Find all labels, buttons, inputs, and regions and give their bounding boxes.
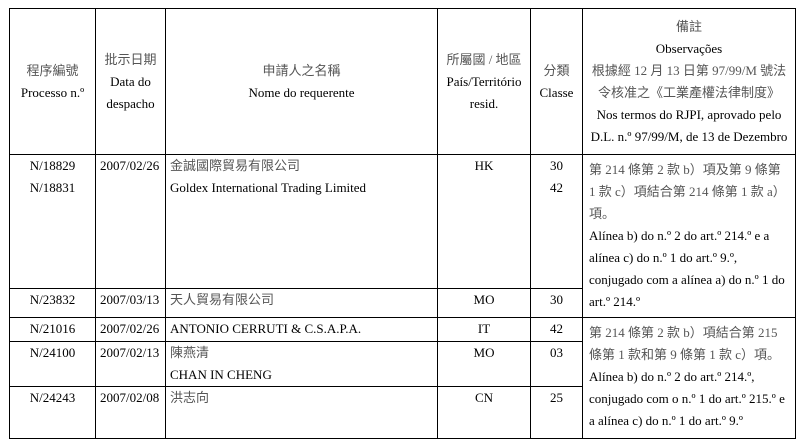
header-zh: 申請人之名稱 — [262, 62, 341, 78]
header-pais: 所屬國 / 地區 País/Território resid. — [437, 8, 531, 155]
processo-number: N/18829 — [29, 158, 76, 173]
table-row: N/24243 2007/02/08 洪志向 CN 25 — [9, 386, 796, 439]
name-cell: ANTONIO CERRUTI & C.S.A.P.A. — [165, 317, 438, 342]
class-value: 30 — [550, 158, 563, 173]
header-zh: 分類 — [543, 62, 570, 78]
date-cell: 2007/02/26 — [95, 154, 166, 289]
observation-pt: Alínea b) do n.º 2 do art.º 214.º e a al… — [589, 228, 785, 309]
header-pt: D.L. n.º 97/99/M, de 13 de Dezembro — [590, 128, 788, 144]
header-pt: resid. — [469, 95, 499, 111]
date-cell: 2007/02/13 — [95, 341, 166, 387]
header-zh: 令核准之《工業產權法律制度》 — [597, 84, 780, 100]
header-zh: 批示日期 — [104, 51, 157, 67]
header-obs: 備註 Observações 根據經 12 月 13 日第 97/99/M 號法… — [582, 8, 796, 155]
table-row: N/18829 N/18831 2007/02/26 金誠國際貿易有限公司 Gold… — [9, 154, 796, 318]
header-classe: 分類 Classe — [530, 8, 583, 155]
header-pt: Data do — [110, 73, 151, 89]
name-cell: 陳燕清 CHAN IN CHENG — [165, 341, 438, 387]
header-zh: 根據經 12 月 13 日第 97/99/M 號法 — [591, 62, 787, 78]
table-row: N/23832 2007/03/13 天人貿易有限公司 MO 30 — [9, 287, 796, 319]
processo-cell: N/24243 — [9, 386, 96, 439]
header-zh: 備註 — [675, 18, 702, 34]
header-row: 程序編號 Processo n.º 批示日期 Data do despacho 申請人… — [9, 8, 796, 155]
trademark-decisions-table: 程序編號 Processo n.º 批示日期 Data do despacho 申請人… — [9, 8, 796, 439]
header-pt: País/Território — [446, 73, 522, 89]
class-cell: 42 — [530, 317, 583, 342]
header-pt: Nome do requerente — [248, 84, 355, 100]
class-cell: 30 42 — [530, 154, 583, 289]
name-pt: Goldex International Trading Limited — [170, 180, 367, 195]
processo-cell: N/24100 — [9, 341, 96, 387]
name-cell: 天人貿易有限公司 — [165, 287, 438, 319]
country-cell: IT — [437, 317, 531, 342]
date-cell: 2007/03/13 — [95, 287, 166, 319]
header-pt: Nos termos do RJPI, aprovado pelo — [596, 106, 782, 122]
table-row: N/21016 2007/02/26 ANTONIO CERRUTI & C.S… — [9, 317, 796, 439]
country-cell: MO — [437, 341, 531, 387]
class-value: 42 — [550, 180, 563, 195]
country-cell: MO — [437, 287, 531, 319]
name-zh: 陳燕清 — [170, 345, 210, 360]
name-cell: 金誠國際貿易有限公司 Goldex International Trading L… — [165, 154, 438, 289]
header-pt: despacho — [106, 95, 155, 111]
date-cell: 2007/02/08 — [95, 386, 166, 439]
header-pt: Observações — [655, 40, 723, 56]
observation-pt: Alínea b) do n.º 2 do art.º 214.º, conju… — [589, 369, 785, 428]
name-pt: CHAN IN CHENG — [170, 367, 272, 382]
name-cell: 洪志向 — [165, 386, 438, 439]
table-row: N/24100 2007/02/13 陳燕清 CHAN IN CHENG MO 0… — [9, 341, 796, 387]
date-cell: 2007/02/26 — [95, 317, 166, 342]
header-nome: 申請人之名稱 Nome do requerente — [165, 8, 438, 155]
header-pt: Processo n.º — [20, 84, 85, 100]
observation-zh: 第 214 條第 2 款 b）項結合第 215 條第 1 款和第 9 條第 1 … — [589, 325, 781, 362]
class-cell: 25 — [530, 386, 583, 439]
header-processo: 程序編號 Processo n.º — [9, 8, 96, 155]
processo-cell: N/18829 N/18831 — [9, 154, 96, 289]
name-zh: 金誠國際貿易有限公司 — [170, 158, 301, 173]
processo-cell: N/23832 — [9, 287, 96, 319]
header-zh: 所屬國 / 地區 — [446, 51, 522, 67]
header-data: 批示日期 Data do despacho — [95, 8, 166, 155]
class-cell: 30 — [530, 287, 583, 319]
country-cell: HK — [437, 154, 531, 289]
observation-cell: 第 214 條第 2 款 b）項結合第 215 條第 1 款和第 9 條第 1 … — [582, 317, 796, 439]
header-pt: Classe — [539, 84, 574, 100]
observation-cell: 第 214 條第 2 款 b）項及第 9 條第 1 款 c）項結合第 214 條… — [582, 154, 796, 318]
header-zh: 程序編號 — [26, 62, 79, 78]
country-cell: CN — [437, 386, 531, 439]
processo-number: N/18831 — [29, 180, 76, 195]
processo-cell: N/21016 — [9, 317, 96, 342]
class-cell: 03 — [530, 341, 583, 387]
observation-zh: 第 214 條第 2 款 b）項及第 9 條第 1 款 c）項結合第 214 條… — [589, 162, 786, 221]
